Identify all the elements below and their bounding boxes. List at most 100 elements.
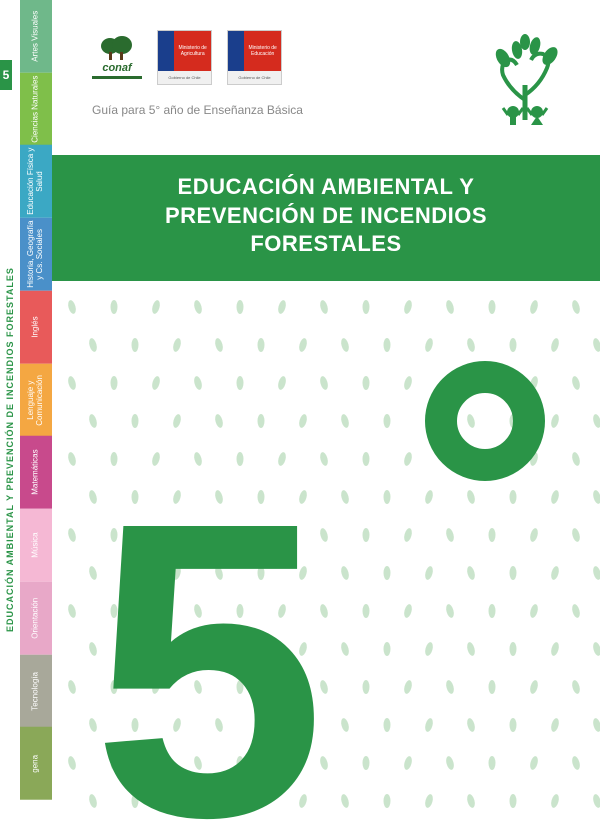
- subject-tab: Matemáticas: [20, 436, 52, 509]
- leaf-icon: [508, 641, 518, 657]
- leaf-icon: [422, 488, 436, 506]
- leaf-icon: [548, 716, 562, 734]
- leaf-icon: [65, 298, 79, 316]
- leaf-icon: [508, 793, 518, 809]
- leaf-icon: [382, 565, 392, 581]
- leaf-icon: [590, 716, 600, 734]
- leaf-icon: [508, 337, 518, 353]
- leaf-icon: [487, 603, 497, 619]
- leaf-icon: [464, 792, 478, 810]
- title-banner: EDUCACIÓN AMBIENTAL Y PREVENCIÓN DE INCE…: [52, 155, 600, 281]
- leaf-icon: [130, 337, 140, 353]
- leaf-icon: [401, 602, 415, 620]
- leaf-icon: [109, 299, 119, 315]
- leaf-icon: [65, 602, 79, 620]
- leaf-icon: [275, 298, 289, 316]
- subject-tab: Orientación: [20, 582, 52, 655]
- leaf-icon: [382, 641, 392, 657]
- leaf-icon: [401, 754, 415, 772]
- title-line-1: EDUCACIÓN AMBIENTAL Y: [72, 173, 580, 202]
- leaf-icon: [422, 336, 436, 354]
- leaf-icon: [422, 640, 436, 658]
- leaf-icon: [401, 450, 415, 468]
- leaf-icon: [569, 754, 583, 772]
- leaf-icon: [382, 793, 392, 809]
- gov-logo-agriculture: Ministerio de Agricultura Gobierno de Ch…: [157, 30, 212, 85]
- leaf-icon: [338, 412, 352, 430]
- leaf-icon: [382, 489, 392, 505]
- leaf-icon: [361, 527, 371, 543]
- leaf-icon: [65, 526, 79, 544]
- leaf-icon: [569, 450, 583, 468]
- subject-tab: Lenguaje y Comunicación: [20, 364, 52, 437]
- grade-badge: 5: [0, 60, 12, 90]
- leaf-icon: [590, 336, 600, 354]
- leaf-icon: [170, 336, 184, 354]
- leaf-icon: [338, 716, 352, 734]
- leaf-icon: [548, 336, 562, 354]
- conaf-logo: conaf: [92, 36, 142, 79]
- title-line-2: PREVENCIÓN DE INCENDIOS: [72, 202, 580, 231]
- leaf-icon: [422, 716, 436, 734]
- subject-tab: Artes Visuales: [20, 0, 52, 73]
- leaf-icon: [590, 640, 600, 658]
- leaf-icon: [590, 564, 600, 582]
- leaf-icon: [548, 640, 562, 658]
- big-grade-number: 5: [92, 461, 326, 821]
- leaf-icon: [443, 602, 457, 620]
- leaf-icon: [548, 412, 562, 430]
- leaf-icon: [361, 375, 371, 391]
- leaf-icon: [487, 299, 497, 315]
- leaf-icon: [548, 564, 562, 582]
- conaf-underline: [92, 76, 142, 79]
- subject-tab: Educación Física y Salud: [20, 145, 52, 218]
- leaf-icon: [464, 564, 478, 582]
- leaf-icon: [170, 412, 184, 430]
- leaf-icon: [361, 451, 371, 467]
- leaf-icon: [527, 526, 541, 544]
- leaf-icon: [382, 717, 392, 733]
- leaf-icon: [149, 298, 163, 316]
- leaf-icon: [401, 298, 415, 316]
- title-line-3: FORESTALES: [72, 230, 580, 259]
- vertical-sidebar-title: EDUCACIÓN AMBIENTAL Y PREVENCIÓN DE INCE…: [0, 150, 20, 750]
- leaf-icon: [464, 336, 478, 354]
- leaf-icon: [464, 716, 478, 734]
- leaf-icon: [191, 298, 205, 316]
- leaf-icon: [443, 298, 457, 316]
- leaf-icon: [443, 678, 457, 696]
- leaf-icon: [548, 488, 562, 506]
- leaf-icon: [317, 298, 331, 316]
- decorative-tree-icon: [475, 30, 575, 130]
- leaf-icon: [464, 488, 478, 506]
- leaf-pattern-area: 5: [52, 281, 600, 821]
- gov-logo-education: Ministerio de Educación Gobierno de Chil…: [227, 30, 282, 85]
- main-content: conaf Ministerio de Agricultura Gobierno…: [52, 0, 600, 800]
- subject-tab: Música: [20, 509, 52, 582]
- leaf-icon: [149, 374, 163, 392]
- leaf-icon: [235, 299, 245, 315]
- subject-tabs-container: Artes VisualesCiencias NaturalesEducació…: [20, 0, 52, 800]
- leaf-icon: [508, 717, 518, 733]
- leaf-icon: [338, 564, 352, 582]
- leaf-icon: [86, 336, 100, 354]
- leaf-icon: [487, 527, 497, 543]
- leaf-icon: [296, 336, 310, 354]
- leaf-icon: [130, 413, 140, 429]
- leaf-icon: [361, 603, 371, 619]
- subject-tab: Inglés: [20, 291, 52, 364]
- leaf-icon: [443, 754, 457, 772]
- leaf-icon: [548, 792, 562, 810]
- leaf-icon: [569, 298, 583, 316]
- leaf-icon: [317, 374, 331, 392]
- leaf-icon: [65, 678, 79, 696]
- leaf-icon: [443, 526, 457, 544]
- leaf-icon: [569, 602, 583, 620]
- leaf-icon: [256, 337, 266, 353]
- header-area: conaf Ministerio de Agricultura Gobierno…: [52, 0, 600, 155]
- leaf-icon: [338, 336, 352, 354]
- leaf-icon: [191, 374, 205, 392]
- leaf-icon: [422, 792, 436, 810]
- leaf-icon: [256, 413, 266, 429]
- leaf-icon: [382, 413, 392, 429]
